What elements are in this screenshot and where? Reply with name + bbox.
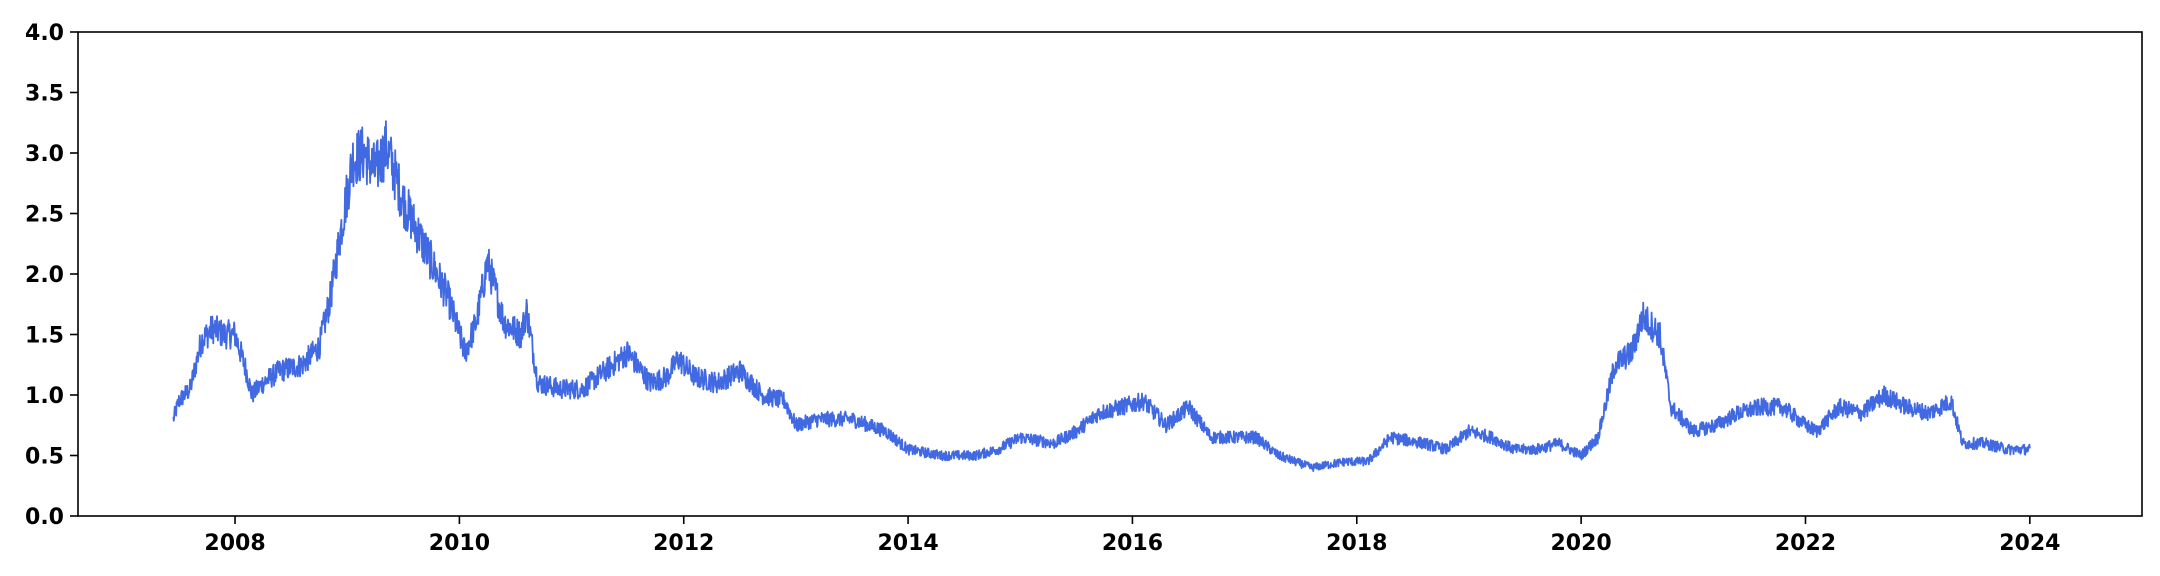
x-tick-label: 2018 [1326, 531, 1387, 556]
x-axis: 2008 2010 2012 2014 2016 2018 2020 2022 2024 [204, 516, 2060, 556]
x-tick-label: 2012 [653, 531, 714, 556]
y-tick-label: 2.5 [25, 203, 64, 228]
y-tick-label: 4.0 [25, 21, 64, 46]
y-tick-label: 1.0 [25, 384, 64, 409]
x-tick-label: 2008 [204, 531, 265, 556]
x-tick-label: 2024 [1999, 531, 2060, 556]
y-tick-label: 3.5 [25, 82, 64, 107]
x-tick-label: 2022 [1775, 531, 1836, 556]
series-layer [172, 120, 2031, 472]
y-tick-label: 0.0 [25, 505, 64, 530]
x-tick-label: 2014 [877, 531, 938, 556]
plot-frame [77, 31, 2143, 517]
y-axis: 0.0 0.5 1.0 1.5 2.0 2.5 3.0 3.5 4.0 [25, 21, 78, 530]
x-tick-label: 2016 [1102, 531, 1163, 556]
series-line [172, 120, 2031, 472]
y-tick-label: 3.0 [25, 142, 64, 167]
x-tick-label: 2010 [429, 531, 490, 556]
y-tick-label: 1.5 [25, 324, 64, 349]
y-tick-label: 0.5 [25, 445, 64, 470]
y-tick-label: 2.0 [25, 263, 64, 288]
x-tick-label: 2020 [1551, 531, 1612, 556]
